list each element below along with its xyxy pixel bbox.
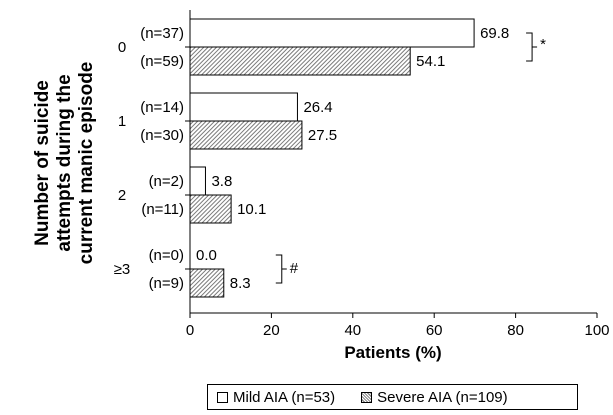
n-label: (n=59) [140, 53, 184, 70]
data-label: 0.0 [196, 247, 217, 264]
category-label: ≥3 [114, 261, 131, 278]
n-label: (n=9) [149, 275, 184, 292]
y-axis-title: Number of suicideattempts during thecurr… [32, 62, 97, 265]
bar-severe [189, 194, 232, 224]
data-label: 27.5 [308, 127, 337, 144]
data-label: 69.8 [480, 25, 509, 42]
y-axis-title-line: current manic episode [76, 62, 97, 265]
legend-item-severe: Severe AIA (n=109) [361, 389, 508, 406]
n-label: (n=37) [140, 25, 184, 42]
bar-severe [189, 268, 225, 298]
legend-swatch-mild [217, 391, 228, 403]
legend-label-severe: Severe AIA (n=109) [377, 388, 508, 406]
legend: Mild AIA (n=53) Severe AIA (n=109) [207, 384, 578, 410]
data-label: 8.3 [230, 275, 251, 292]
bar-severe [189, 120, 303, 150]
y-axis-title-line: Number of suicide [32, 80, 53, 246]
x-tick-label: 100 [584, 322, 609, 339]
data-label: 10.1 [237, 201, 266, 218]
legend-item-mild: Mild AIA (n=53) [217, 389, 335, 406]
bar-mild [189, 92, 298, 122]
n-label: (n=11) [141, 201, 184, 218]
category-label: 2 [118, 187, 126, 204]
x-tick-label: 0 [186, 322, 194, 339]
data-label: 54.1 [416, 53, 445, 70]
y-axis-title-text: Number of suicideattempts during thecurr… [32, 62, 97, 265]
x-tick-label: 80 [507, 322, 524, 339]
x-tick-label: 40 [344, 322, 361, 339]
significance-bracket [526, 32, 538, 62]
n-label: (n=14) [140, 99, 184, 116]
x-tick-label: 60 [426, 322, 443, 339]
x-tick-label: 20 [263, 322, 280, 339]
category-label: 1 [118, 113, 126, 130]
n-label: (n=30) [140, 127, 184, 144]
n-label: (n=2) [149, 173, 184, 190]
significance-symbol: # [290, 260, 299, 277]
category-label: 0 [118, 39, 126, 56]
bar-mild [189, 166, 206, 196]
y-axis-title-line: attempts during the [54, 74, 75, 251]
legend-swatch-severe [361, 391, 373, 403]
bar-severe [189, 46, 411, 76]
bar-mild [189, 18, 475, 48]
data-label: 26.4 [303, 99, 332, 116]
n-label: (n=0) [149, 247, 184, 264]
x-axis-title: Patients (%) [344, 343, 441, 362]
data-label: 3.8 [211, 173, 232, 190]
significance-symbol: * [540, 36, 546, 53]
significance-bracket [275, 254, 287, 284]
legend-label-mild: Mild AIA (n=53) [233, 388, 336, 406]
